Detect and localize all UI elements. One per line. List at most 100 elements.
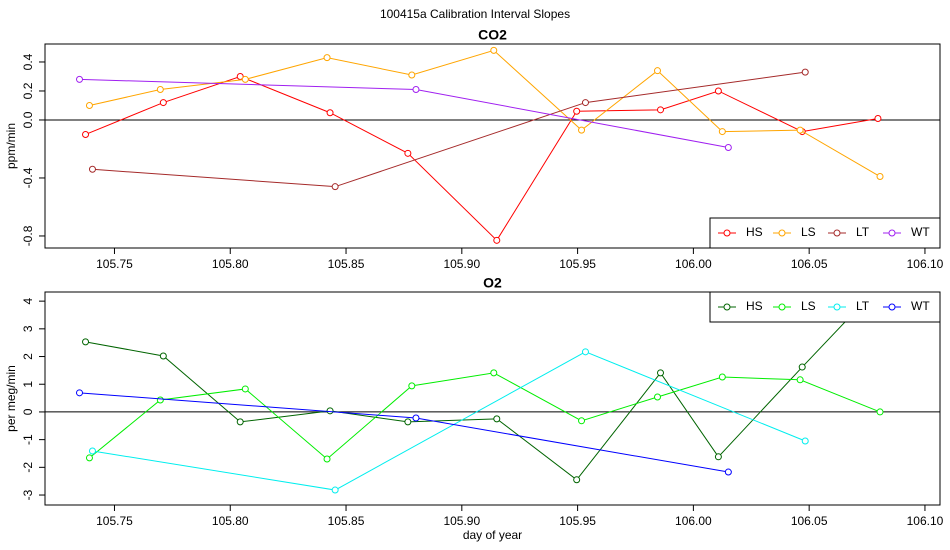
y-tick-label: 3 xyxy=(21,325,35,332)
data-point xyxy=(796,126,804,134)
legend-box xyxy=(709,291,941,323)
y-tick-label: 1 xyxy=(21,381,35,388)
data-point xyxy=(326,109,334,117)
y-tick-label: -3 xyxy=(21,489,35,500)
x-tick-label: 105.95 xyxy=(559,257,596,271)
data-point xyxy=(657,369,665,377)
data-point xyxy=(714,87,722,95)
data-point xyxy=(801,437,809,445)
data-point xyxy=(408,382,416,390)
y-tick-label: 0.2 xyxy=(21,82,35,99)
legend-box xyxy=(709,217,941,249)
y-axis-label: ppm/min xyxy=(4,123,18,169)
data-point xyxy=(236,418,244,426)
legend-label: LS xyxy=(801,299,816,313)
series-line xyxy=(85,75,879,242)
y-tick-label: -1 xyxy=(21,434,35,445)
legend-label: HS xyxy=(746,225,763,239)
data-point xyxy=(718,128,726,136)
legend-label: HS xyxy=(746,299,763,313)
series-line xyxy=(89,49,881,177)
legend-marker xyxy=(833,229,841,237)
data-point xyxy=(156,396,164,404)
data-point xyxy=(404,418,412,426)
legend-label: LT xyxy=(856,299,870,313)
y-tick-label: -2 xyxy=(21,462,35,473)
x-tick-label: 105.90 xyxy=(443,257,480,271)
data-point xyxy=(657,106,665,114)
x-axis-label: day of year xyxy=(463,528,522,542)
legend-marker xyxy=(778,229,786,237)
data-point xyxy=(412,414,420,422)
data-point xyxy=(874,115,882,123)
x-tick-label: 105.90 xyxy=(443,514,480,528)
y-axis-label: per meg/min xyxy=(4,365,18,432)
data-point xyxy=(653,67,661,75)
legend-marker xyxy=(778,303,786,311)
data-point xyxy=(323,54,331,62)
data-point xyxy=(331,486,339,494)
panel-title: O2 xyxy=(483,275,502,291)
legend-label: WT xyxy=(911,299,930,313)
data-point xyxy=(490,46,498,54)
data-point xyxy=(875,284,881,290)
x-tick-label: 106.10 xyxy=(907,514,944,528)
x-tick-label: 106.05 xyxy=(791,514,828,528)
data-point xyxy=(241,385,249,393)
data-point xyxy=(236,72,244,80)
y-tick-label: -0.8 xyxy=(21,225,35,246)
y-tick-label: 0.0 xyxy=(21,111,35,128)
data-point xyxy=(490,369,498,377)
x-tick-label: 106.10 xyxy=(907,257,944,271)
data-point xyxy=(578,417,586,425)
data-point xyxy=(714,453,722,461)
legend-marker xyxy=(888,303,896,311)
data-point xyxy=(876,173,884,181)
data-point xyxy=(404,149,412,157)
x-tick-label: 105.85 xyxy=(328,514,365,528)
x-tick-label: 105.75 xyxy=(96,514,133,528)
data-point xyxy=(573,476,581,484)
data-point xyxy=(493,415,501,423)
x-tick-label: 105.80 xyxy=(212,514,249,528)
plot-area xyxy=(76,46,884,244)
y-tick-label: 0 xyxy=(21,408,35,415)
data-point xyxy=(573,107,581,115)
series-line xyxy=(79,392,729,473)
data-point xyxy=(76,75,84,83)
data-point xyxy=(241,75,249,83)
x-tick-label: 105.80 xyxy=(212,257,249,271)
data-point xyxy=(326,407,334,415)
data-point xyxy=(323,455,331,463)
data-point xyxy=(85,101,93,109)
data-point xyxy=(796,376,804,384)
data-point xyxy=(724,468,732,476)
series-line xyxy=(92,71,806,188)
data-point xyxy=(156,86,164,94)
panel-title: CO2 xyxy=(478,27,507,43)
legend-marker xyxy=(723,229,731,237)
data-point xyxy=(801,68,809,76)
y-tick-label: -0.4 xyxy=(21,167,35,188)
series-line xyxy=(89,372,881,460)
y-tick-label: 0.4 xyxy=(21,53,35,70)
x-tick-label: 105.75 xyxy=(96,257,133,271)
plot-frame xyxy=(44,43,941,249)
data-point xyxy=(718,373,726,381)
x-tick-label: 106.00 xyxy=(675,257,712,271)
data-point xyxy=(724,144,732,152)
x-tick-label: 105.95 xyxy=(559,514,596,528)
data-point xyxy=(798,363,806,371)
data-point xyxy=(876,408,884,416)
legend-marker xyxy=(888,229,896,237)
data-point xyxy=(412,86,420,94)
x-tick-label: 106.05 xyxy=(791,257,828,271)
plot-area xyxy=(76,284,884,494)
data-point xyxy=(653,393,661,401)
y-tick-label: 4 xyxy=(21,297,35,304)
legend-marker xyxy=(723,303,731,311)
data-point xyxy=(76,389,84,397)
y-tick-label: 2 xyxy=(21,353,35,360)
page-title: 100415a Calibration Interval Slopes xyxy=(380,7,570,21)
